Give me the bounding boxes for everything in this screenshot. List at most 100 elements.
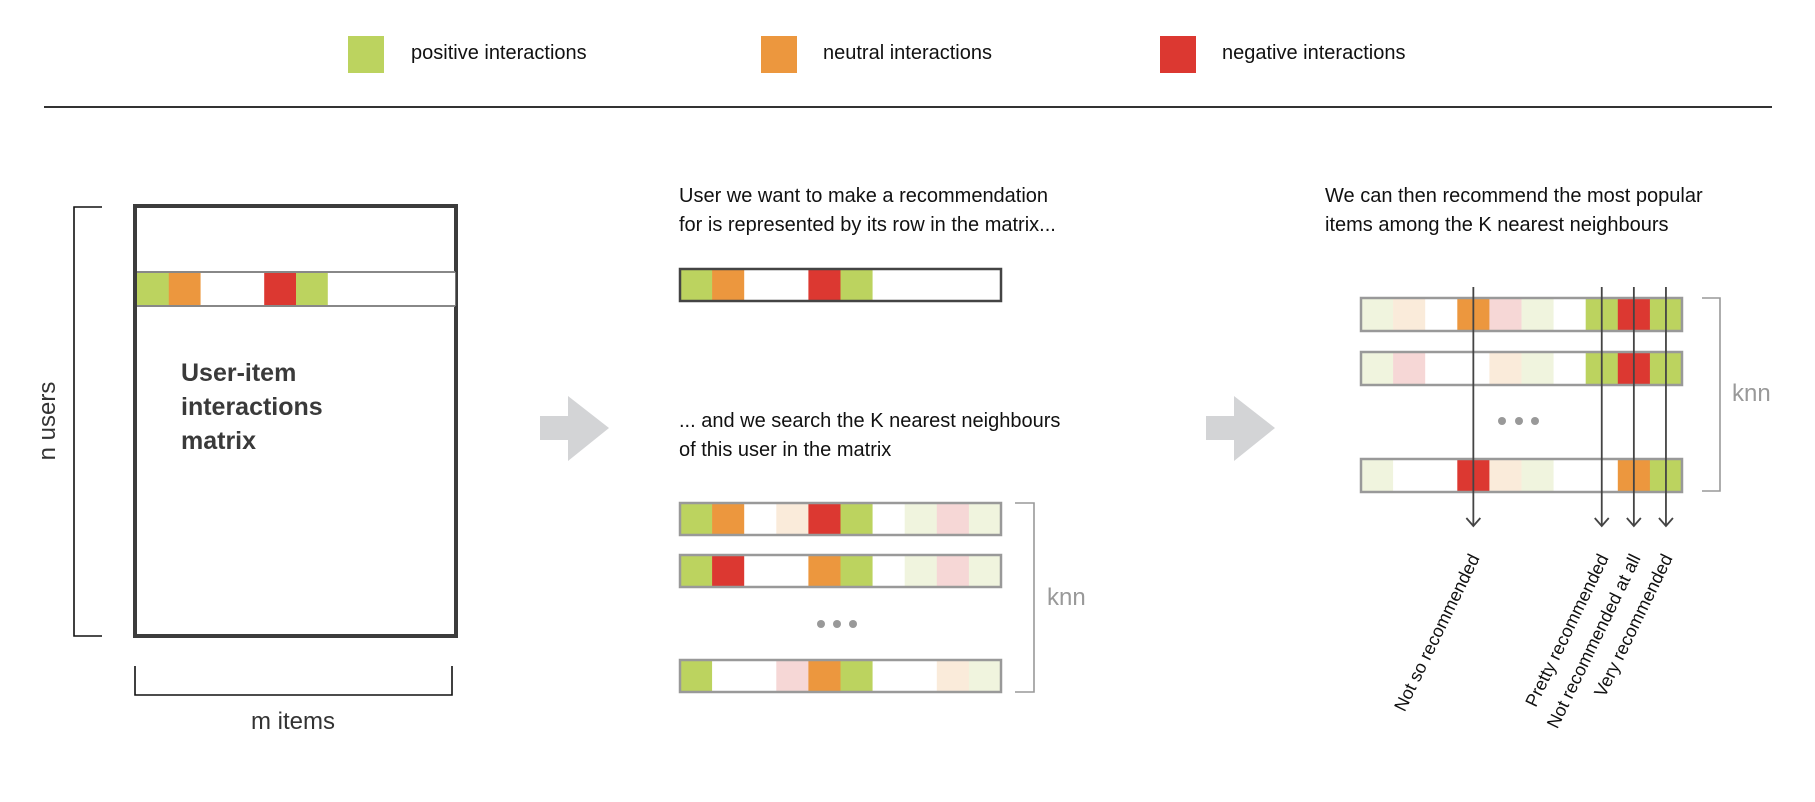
cell-light-positive: [1521, 298, 1554, 331]
cell-empty: [744, 660, 777, 692]
cell-light-negative: [936, 555, 970, 587]
cell-empty: [776, 269, 809, 301]
knn-bracket: [1702, 297, 1721, 492]
cell-light-positive: [1361, 459, 1394, 492]
row-border: [678, 553, 1003, 589]
matrix-box: [133, 204, 458, 638]
cell-positive: [840, 269, 873, 301]
cell-neutral: [712, 269, 745, 301]
arrow-right-icon: [1206, 396, 1275, 461]
cell-light-positive: [968, 555, 1002, 587]
cell-empty: [936, 269, 970, 301]
cell-empty: [712, 660, 745, 692]
row-border: [1359, 296, 1684, 333]
cell-light-positive: [1361, 352, 1394, 385]
cell-neutral: [168, 272, 201, 306]
cell-empty: [904, 660, 938, 692]
cell-light-positive: [1361, 298, 1394, 331]
interaction-row: [137, 272, 456, 306]
cell-empty: [423, 272, 456, 306]
cell-negative: [264, 272, 297, 306]
row-border: [1359, 457, 1684, 494]
cell-light-positive: [904, 503, 938, 535]
cell-empty: [1553, 352, 1586, 385]
knn-label: knn: [1732, 380, 1771, 407]
cell-positive: [680, 503, 713, 535]
cell-empty: [327, 272, 360, 306]
cell-empty: [391, 272, 424, 306]
items-bracket: [134, 666, 453, 696]
legend-label-positive: positive interactions: [411, 42, 587, 64]
down-arrow-icon: [1658, 287, 1674, 528]
columns-label: m items: [251, 708, 335, 735]
cell-neutral: [712, 503, 745, 535]
recommendation-arrows: [1465, 287, 1674, 528]
cell-empty: [744, 503, 777, 535]
cell-light-positive: [968, 503, 1002, 535]
cell-positive: [840, 555, 873, 587]
legend-label-neutral: neutral interactions: [823, 42, 992, 64]
cell-positive: [137, 272, 170, 306]
cell-empty: [872, 269, 905, 301]
cell-light-neutral: [936, 660, 970, 692]
cell-empty: [1425, 352, 1458, 385]
cell-neutral: [808, 555, 841, 587]
cell-negative: [808, 503, 841, 535]
cell-light-neutral: [1393, 298, 1426, 331]
knn-bracket: [1015, 502, 1035, 693]
cell-positive: [296, 272, 329, 306]
interaction-row: [678, 267, 1003, 303]
cell-light-negative: [936, 503, 970, 535]
cell-empty: [744, 555, 777, 587]
caption-line: ... and we search the K nearest neighbou…: [679, 410, 1061, 432]
cell-positive: [840, 503, 873, 535]
ellipsis: [817, 620, 857, 628]
cell-positive: [680, 555, 713, 587]
cell-empty: [1425, 459, 1458, 492]
cell-empty: [872, 660, 905, 692]
cell-empty: [904, 269, 938, 301]
cell-empty: [1553, 459, 1586, 492]
cell-empty: [968, 269, 1002, 301]
neighbour-rows: [678, 501, 1003, 694]
down-arrow-icon: [1594, 287, 1610, 528]
legend-swatch-neutral: [761, 36, 797, 73]
row-border: [678, 267, 1003, 303]
row-border: [678, 501, 1003, 537]
caption-line: items among the K nearest neighbours: [1325, 214, 1669, 236]
caption-line: User we want to make a recommendation: [679, 185, 1049, 207]
cell-light-negative: [1489, 298, 1522, 331]
cell-positive: [680, 660, 713, 692]
caption-recommend: We can then recommend the most popular i…: [1325, 182, 1703, 240]
cell-empty: [200, 272, 233, 306]
cell-light-positive: [968, 660, 1002, 692]
matrix-title-line: matrix: [181, 427, 257, 455]
ellipsis: [1498, 417, 1539, 425]
cell-empty: [776, 555, 809, 587]
matrix-highlighted-row: [137, 271, 456, 307]
cell-light-positive: [904, 555, 938, 587]
cell-light-negative: [1393, 352, 1426, 385]
interaction-row: [1359, 457, 1684, 494]
users-bracket: [73, 206, 102, 637]
interaction-row: [678, 553, 1003, 589]
caption-line: of this user in the matrix: [679, 439, 892, 461]
caption-line: We can then recommend the most popular: [1325, 185, 1703, 207]
cell-light-neutral: [1489, 459, 1522, 492]
interaction-row: [678, 658, 1003, 694]
matrix-title: User-item interactions matrix: [181, 356, 323, 458]
cell-light-neutral: [776, 503, 809, 535]
cell-empty: [232, 272, 265, 306]
cell-empty: [872, 503, 905, 535]
cell-light-negative: [776, 660, 809, 692]
cell-positive: [840, 660, 873, 692]
arrow-right-icon: [540, 396, 609, 461]
rows-label: n users: [34, 381, 61, 461]
caption-search-knn: ... and we search the K nearest neighbou…: [679, 407, 1060, 465]
interaction-row: [678, 501, 1003, 537]
cell-light-positive: [1521, 459, 1554, 492]
legend-label-negative: negative interactions: [1222, 42, 1406, 64]
knn-label: knn: [1047, 584, 1086, 611]
down-arrow-icon: [1626, 287, 1642, 528]
